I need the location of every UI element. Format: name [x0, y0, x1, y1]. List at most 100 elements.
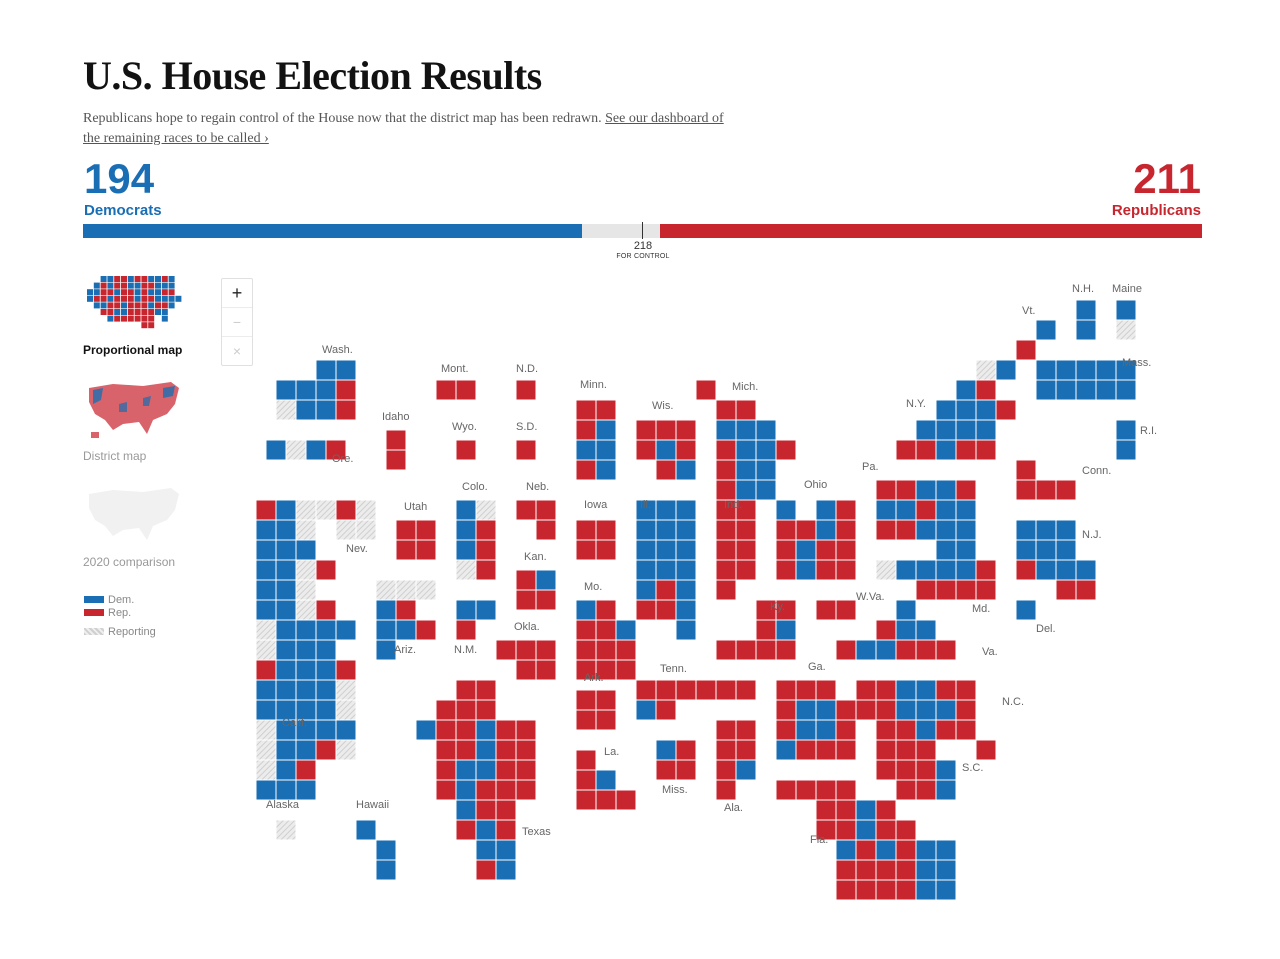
district-tile[interactable] — [475, 739, 497, 761]
district-tile[interactable] — [795, 739, 817, 761]
district-tile[interactable] — [515, 719, 537, 741]
district-tile[interactable] — [455, 799, 477, 821]
district-tile[interactable] — [955, 499, 977, 521]
district-tile[interactable] — [435, 699, 457, 721]
district-tile[interactable] — [915, 439, 937, 461]
district-tile[interactable] — [275, 579, 297, 601]
district-tile[interactable] — [675, 439, 697, 461]
district-tile[interactable] — [655, 759, 677, 781]
district-tile[interactable] — [715, 539, 737, 561]
district-tile[interactable] — [935, 519, 957, 541]
district-tile[interactable] — [575, 749, 597, 771]
district-tile[interactable] — [395, 519, 417, 541]
district-tile[interactable] — [675, 739, 697, 761]
district-tile[interactable] — [1075, 359, 1097, 381]
district-tile[interactable] — [755, 419, 777, 441]
district-tile[interactable] — [575, 459, 597, 481]
district-tile[interactable] — [435, 779, 457, 801]
district-tile[interactable] — [915, 419, 937, 441]
district-tile[interactable] — [1035, 519, 1057, 541]
district-tile[interactable] — [975, 419, 997, 441]
district-tile[interactable] — [775, 559, 797, 581]
district-tile[interactable] — [1015, 539, 1037, 561]
district-tile[interactable] — [295, 639, 317, 661]
district-tile[interactable] — [895, 519, 917, 541]
district-tile[interactable] — [1115, 319, 1137, 341]
district-tile[interactable] — [635, 679, 657, 701]
district-tile[interactable] — [715, 419, 737, 441]
district-tile[interactable] — [515, 659, 537, 681]
district-tile[interactable] — [735, 739, 757, 761]
district-tile[interactable] — [755, 459, 777, 481]
district-tile[interactable] — [635, 559, 657, 581]
district-tile[interactable] — [295, 579, 317, 601]
district-tile[interactable] — [695, 379, 717, 401]
district-tile[interactable] — [1015, 339, 1037, 361]
district-tile[interactable] — [255, 719, 277, 741]
district-tile[interactable] — [915, 679, 937, 701]
district-tile[interactable] — [595, 459, 617, 481]
district-tile[interactable] — [475, 799, 497, 821]
district-tile[interactable] — [315, 379, 337, 401]
district-tile[interactable] — [535, 589, 557, 611]
district-tile[interactable] — [1115, 419, 1137, 441]
district-tile[interactable] — [255, 779, 277, 801]
district-tile[interactable] — [595, 789, 617, 811]
district-tile[interactable] — [305, 439, 327, 461]
district-tile[interactable] — [735, 719, 757, 741]
district-tile[interactable] — [695, 679, 717, 701]
district-tile[interactable] — [535, 499, 557, 521]
district-tile[interactable] — [1035, 319, 1057, 341]
district-tile[interactable] — [335, 719, 357, 741]
district-tile[interactable] — [875, 639, 897, 661]
district-tile[interactable] — [635, 699, 657, 721]
district-tile[interactable] — [295, 559, 317, 581]
district-tile[interactable] — [1015, 519, 1037, 541]
district-tile[interactable] — [315, 599, 337, 621]
district-tile[interactable] — [575, 539, 597, 561]
district-tile[interactable] — [355, 499, 377, 521]
district-tile[interactable] — [335, 519, 357, 541]
district-tile[interactable] — [775, 519, 797, 541]
district-tile[interactable] — [595, 519, 617, 541]
district-tile[interactable] — [775, 699, 797, 721]
district-tile[interactable] — [395, 579, 417, 601]
district-tile[interactable] — [815, 499, 837, 521]
district-tile[interactable] — [595, 619, 617, 641]
district-tile[interactable] — [375, 599, 397, 621]
district-tile[interactable] — [675, 539, 697, 561]
district-tile[interactable] — [1075, 379, 1097, 401]
district-tile[interactable] — [835, 799, 857, 821]
district-tile[interactable] — [895, 699, 917, 721]
district-tile[interactable] — [295, 519, 317, 541]
district-tile[interactable] — [535, 639, 557, 661]
district-tile[interactable] — [515, 739, 537, 761]
district-tile[interactable] — [855, 879, 877, 901]
district-tile[interactable] — [255, 659, 277, 681]
district-tile[interactable] — [275, 619, 297, 641]
district-tile[interactable] — [475, 759, 497, 781]
district-tile[interactable] — [255, 539, 277, 561]
view-option-proportional[interactable]: Proportional map — [83, 268, 193, 357]
district-tile[interactable] — [735, 519, 757, 541]
district-tile[interactable] — [955, 439, 977, 461]
district-tile[interactable] — [915, 559, 937, 581]
district-tile[interactable] — [715, 679, 737, 701]
district-tile[interactable] — [455, 559, 477, 581]
district-tile[interactable] — [1055, 579, 1077, 601]
district-tile[interactable] — [675, 599, 697, 621]
district-tile[interactable] — [1115, 299, 1137, 321]
district-tile[interactable] — [935, 399, 957, 421]
district-tile[interactable] — [895, 739, 917, 761]
district-tile[interactable] — [835, 839, 857, 861]
district-tile[interactable] — [475, 859, 497, 881]
district-tile[interactable] — [835, 539, 857, 561]
zoom-in-button[interactable]: + — [231, 283, 243, 303]
district-tile[interactable] — [375, 859, 397, 881]
district-tile[interactable] — [595, 639, 617, 661]
district-tile[interactable] — [515, 589, 537, 611]
district-tile[interactable] — [295, 539, 317, 561]
zoom-reset-button[interactable]: × — [222, 336, 252, 365]
district-tile[interactable] — [895, 879, 917, 901]
district-tile[interactable] — [275, 779, 297, 801]
